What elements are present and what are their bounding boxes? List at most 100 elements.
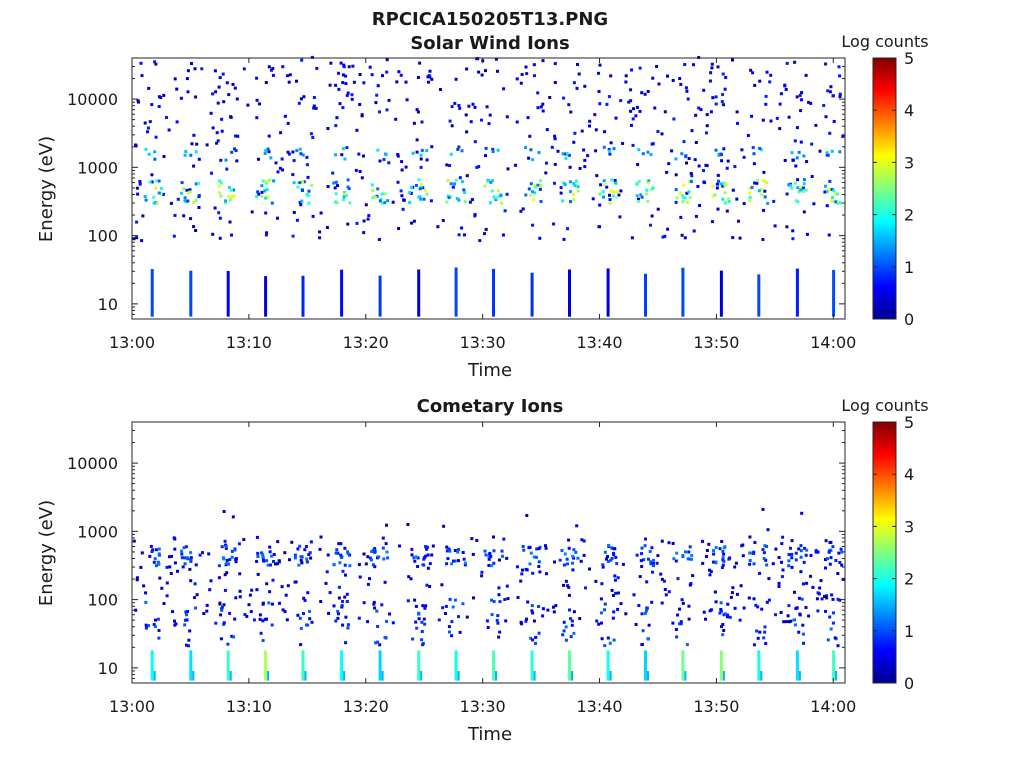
spectrogram-cell bbox=[451, 605, 455, 609]
spectrogram-cell bbox=[146, 130, 149, 134]
spectrogram-cell bbox=[787, 604, 791, 608]
spectrogram-cell bbox=[593, 113, 597, 117]
spectrogram-cell bbox=[505, 115, 509, 119]
spectrogram-cell bbox=[193, 596, 196, 600]
spectrogram-cell bbox=[287, 80, 291, 84]
spectrogram-cell bbox=[197, 194, 201, 197]
spectrogram-cell bbox=[720, 159, 724, 163]
spectrogram-cell bbox=[753, 181, 757, 185]
spectrogram-cell bbox=[264, 650, 268, 681]
spectrogram-cell bbox=[173, 619, 176, 623]
spectrogram-cell bbox=[723, 191, 727, 195]
spectrogram-cell bbox=[409, 577, 413, 581]
spectrogram-cell bbox=[469, 120, 473, 124]
spectrogram-cell bbox=[720, 540, 724, 543]
spectrogram-cell bbox=[685, 161, 688, 165]
spectrogram-cell bbox=[630, 68, 633, 72]
spectrogram-cell bbox=[631, 143, 635, 147]
colorbar-tick-label: 2 bbox=[904, 570, 914, 589]
spectrogram-cell bbox=[218, 216, 222, 220]
spectrogram-cell bbox=[172, 234, 176, 238]
spectrogram-cell bbox=[477, 165, 481, 169]
spectrogram-cell bbox=[639, 193, 643, 197]
spectrogram-cell bbox=[568, 650, 571, 681]
spectrogram-cell bbox=[447, 196, 451, 200]
spectrogram-cell bbox=[576, 189, 580, 193]
spectrogram-cell bbox=[463, 200, 467, 204]
spectrogram-cell bbox=[228, 611, 232, 615]
spectrogram-cell bbox=[612, 190, 616, 194]
spectrogram-cell bbox=[726, 613, 730, 617]
spectrogram-cell bbox=[800, 511, 804, 515]
spectrogram-cell bbox=[675, 551, 679, 555]
spectrogram-cell bbox=[394, 117, 398, 121]
spectrogram-cell bbox=[521, 207, 525, 211]
spectrogram-cell bbox=[414, 620, 418, 624]
spectrogram-cell bbox=[765, 181, 769, 185]
spectrogram-cell bbox=[423, 189, 427, 192]
spectrogram-cell bbox=[830, 188, 834, 191]
spectrogram-cell bbox=[496, 614, 500, 618]
spectrogram-cell bbox=[611, 616, 615, 620]
spectrogram-cell bbox=[670, 149, 674, 153]
spectrogram-cell bbox=[185, 643, 188, 647]
spectrogram-cell bbox=[838, 150, 842, 154]
spectrogram-cell bbox=[799, 555, 803, 559]
spectrogram-cell bbox=[454, 77, 458, 81]
spectrogram-cell bbox=[748, 191, 752, 195]
spectrogram-cell bbox=[225, 167, 229, 171]
spectrogram-cell bbox=[699, 108, 703, 112]
spectrogram-cell bbox=[719, 182, 723, 186]
spectrogram-cell bbox=[801, 632, 805, 636]
spectrogram-cell bbox=[140, 74, 144, 78]
spectrogram-cell bbox=[841, 134, 845, 138]
spectrogram-cell bbox=[269, 156, 273, 160]
spectrogram-cell bbox=[791, 229, 795, 233]
spectrogram-cell bbox=[618, 215, 622, 219]
spectrogram-cell bbox=[134, 144, 138, 148]
spectrogram-cell bbox=[816, 609, 820, 613]
spectrogram-cell bbox=[721, 197, 725, 201]
spectrogram-cell bbox=[385, 523, 388, 527]
spectrogram-cell bbox=[567, 585, 571, 589]
spectrogram-cell bbox=[500, 549, 504, 553]
spectrogram-cell bbox=[155, 201, 159, 205]
spectrogram-cell bbox=[568, 608, 571, 612]
spectrogram-cell bbox=[718, 611, 722, 615]
spectrogram-cell bbox=[437, 618, 441, 622]
spectrogram-cell bbox=[797, 596, 801, 600]
spectrogram-cell bbox=[243, 613, 247, 616]
spectrogram-cell bbox=[705, 555, 708, 558]
spectrogram-cell bbox=[781, 535, 785, 539]
spectrogram-cell bbox=[766, 201, 770, 205]
spectrogram-cell bbox=[304, 671, 307, 681]
spectrogram-cell bbox=[686, 97, 690, 101]
spectrogram-cell bbox=[292, 211, 296, 214]
spectrogram-cell bbox=[600, 637, 604, 641]
spectrogram-cell bbox=[680, 233, 684, 237]
spectrogram-cell bbox=[741, 554, 745, 558]
spectrogram-cell bbox=[235, 159, 239, 163]
spectrogram-cell bbox=[645, 188, 649, 192]
spectrogram-cell bbox=[601, 565, 605, 569]
spectrogram-cell bbox=[225, 571, 229, 575]
spectrogram-cell bbox=[230, 195, 234, 199]
spectrogram-cell bbox=[170, 554, 173, 558]
spectrogram-cell bbox=[803, 178, 806, 182]
spectrogram-cell bbox=[417, 195, 421, 199]
spectrogram-cell bbox=[502, 537, 506, 541]
spectrogram-cell bbox=[154, 179, 158, 183]
spectrogram-cell bbox=[366, 620, 370, 624]
y-tick-label: 100 bbox=[87, 591, 118, 610]
spectrogram-cell bbox=[550, 145, 554, 149]
spectrogram-cell bbox=[467, 104, 471, 108]
spectrogram-cell bbox=[186, 199, 190, 203]
spectrogram-cell bbox=[725, 615, 729, 619]
spectrogram-cell bbox=[714, 95, 718, 99]
spectrogram-cell bbox=[832, 189, 836, 193]
spectrogram-cell bbox=[722, 546, 726, 550]
spectrogram-cell bbox=[655, 561, 659, 565]
spectrogram-cell bbox=[411, 637, 415, 641]
y-tick-label: 10 bbox=[98, 659, 118, 678]
spectrogram-cell bbox=[257, 192, 261, 196]
